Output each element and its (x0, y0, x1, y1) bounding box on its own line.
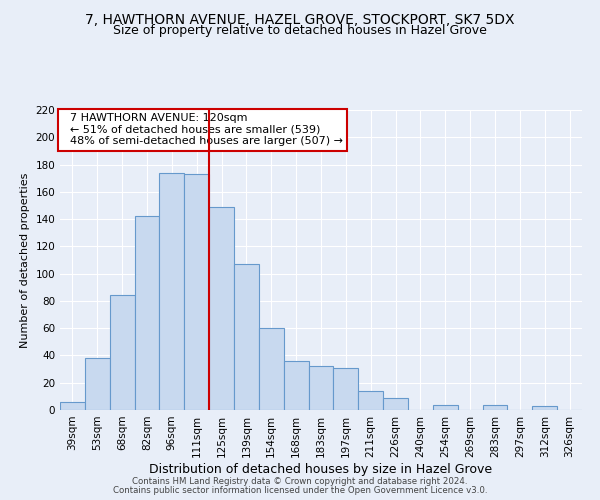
Bar (209, 207, 234, 410)
Bar (482, 404, 508, 410)
Bar (334, 368, 358, 410)
X-axis label: Distribution of detached houses by size in Hazel Grove: Distribution of detached houses by size … (149, 462, 493, 475)
Bar (308, 366, 334, 410)
Bar (284, 361, 308, 410)
Bar (358, 391, 383, 410)
Bar (383, 398, 408, 410)
Y-axis label: Number of detached properties: Number of detached properties (20, 172, 30, 348)
Bar (160, 172, 184, 410)
Text: Contains public sector information licensed under the Open Government Licence v3: Contains public sector information licen… (113, 486, 487, 495)
Text: 7, HAWTHORN AVENUE, HAZEL GROVE, STOCKPORT, SK7 5DX: 7, HAWTHORN AVENUE, HAZEL GROVE, STOCKPO… (85, 12, 515, 26)
Bar (85, 358, 110, 410)
Bar (134, 216, 160, 410)
Text: 7 HAWTHORN AVENUE: 120sqm
  ← 51% of detached houses are smaller (539)
  48% of : 7 HAWTHORN AVENUE: 120sqm ← 51% of detac… (62, 113, 343, 146)
Bar (433, 404, 458, 410)
Bar (532, 406, 557, 410)
Text: Size of property relative to detached houses in Hazel Grove: Size of property relative to detached ho… (113, 24, 487, 37)
Bar (184, 174, 209, 410)
Text: Contains HM Land Registry data © Crown copyright and database right 2024.: Contains HM Land Registry data © Crown c… (132, 477, 468, 486)
Bar (110, 296, 134, 410)
Bar (259, 328, 284, 410)
Bar (234, 264, 259, 410)
Bar (60, 402, 85, 410)
